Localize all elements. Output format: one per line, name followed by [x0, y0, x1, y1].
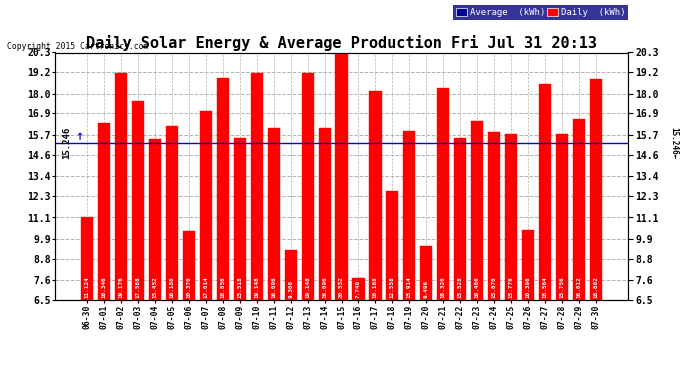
Text: 15.756: 15.756: [560, 276, 564, 298]
Text: Copyright 2015 Cartronics.com: Copyright 2015 Cartronics.com: [7, 42, 148, 51]
Bar: [200, 111, 212, 300]
Bar: [166, 126, 178, 300]
Text: 15.528: 15.528: [457, 276, 463, 298]
Bar: [522, 230, 534, 300]
Bar: [539, 84, 551, 300]
Bar: [335, 48, 348, 300]
Bar: [386, 191, 399, 300]
Bar: [573, 118, 585, 300]
Bar: [217, 78, 229, 300]
Bar: [505, 134, 517, 300]
Text: 16.096: 16.096: [322, 276, 327, 298]
Bar: [81, 217, 93, 300]
Text: 7.740: 7.740: [356, 280, 361, 298]
Text: 19.176: 19.176: [119, 276, 124, 298]
Bar: [183, 231, 195, 300]
Text: 19.148: 19.148: [305, 276, 310, 298]
Text: 17.568: 17.568: [136, 276, 141, 298]
Bar: [555, 134, 568, 300]
Bar: [115, 73, 128, 300]
Bar: [234, 138, 246, 300]
Bar: [268, 128, 280, 300]
Legend: Average  (kWh), Daily  (kWh): Average (kWh), Daily (kWh): [453, 6, 628, 20]
Text: 16.346: 16.346: [102, 276, 107, 298]
Text: 16.612: 16.612: [576, 276, 581, 298]
Text: 15.246←: 15.246←: [669, 127, 678, 159]
Bar: [353, 278, 364, 300]
Text: 12.558: 12.558: [390, 276, 395, 298]
Bar: [319, 128, 331, 300]
Text: 18.802: 18.802: [593, 276, 598, 298]
Text: 18.320: 18.320: [441, 276, 446, 298]
Text: 10.370: 10.370: [186, 276, 192, 298]
Text: 19.148: 19.148: [255, 276, 259, 298]
Text: 17.014: 17.014: [204, 276, 208, 298]
Bar: [403, 131, 415, 300]
Text: 18.856: 18.856: [220, 276, 226, 298]
Text: ↑: ↑: [75, 132, 83, 142]
Bar: [420, 246, 433, 300]
Text: 15.870: 15.870: [491, 276, 497, 298]
Text: 11.124: 11.124: [85, 276, 90, 298]
Bar: [284, 250, 297, 300]
Text: 15.518: 15.518: [237, 276, 242, 298]
Bar: [132, 102, 144, 300]
Text: 18.168: 18.168: [373, 276, 378, 298]
Title: Daily Solar Energy & Average Production Fri Jul 31 20:13: Daily Solar Energy & Average Production …: [86, 35, 597, 51]
Bar: [250, 73, 263, 300]
Bar: [454, 138, 466, 300]
Bar: [149, 140, 161, 300]
Text: 15.452: 15.452: [152, 276, 157, 298]
Bar: [590, 80, 602, 300]
Text: 9.496: 9.496: [424, 280, 428, 298]
Text: 16.486: 16.486: [475, 276, 480, 298]
Bar: [437, 88, 449, 300]
Bar: [488, 132, 500, 300]
Text: 15.246: 15.246: [63, 127, 72, 159]
Bar: [471, 121, 483, 300]
Text: 10.396: 10.396: [526, 276, 531, 298]
Bar: [302, 73, 314, 300]
Bar: [369, 91, 382, 300]
Text: 16.180: 16.180: [170, 276, 175, 298]
Text: 15.914: 15.914: [407, 276, 412, 298]
Text: 18.564: 18.564: [542, 276, 547, 298]
Text: 20.532: 20.532: [339, 276, 344, 298]
Text: 9.308: 9.308: [288, 280, 293, 298]
Bar: [98, 123, 110, 300]
Text: 16.096: 16.096: [271, 276, 276, 298]
Text: 15.776: 15.776: [509, 276, 513, 298]
